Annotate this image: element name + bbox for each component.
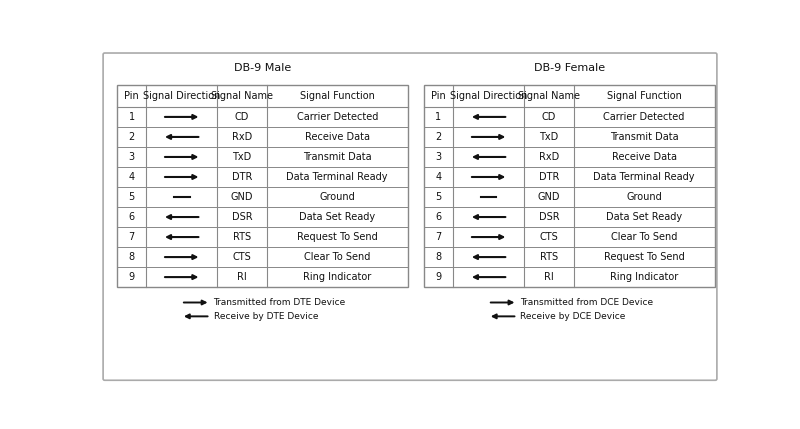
Text: Signal Direction: Signal Direction — [450, 91, 527, 101]
Text: Data Set Ready: Data Set Ready — [299, 212, 375, 222]
Text: 6: 6 — [435, 212, 442, 222]
Text: CD: CD — [542, 112, 556, 122]
Text: RxD: RxD — [538, 152, 559, 162]
Text: Ring Indicator: Ring Indicator — [303, 272, 371, 282]
Text: 3: 3 — [129, 152, 134, 162]
Text: Signal Direction: Signal Direction — [143, 91, 221, 101]
Text: DSR: DSR — [232, 212, 252, 222]
Text: RI: RI — [237, 272, 247, 282]
Text: 5: 5 — [129, 192, 134, 202]
Bar — [117, 85, 408, 287]
Text: Receive Data: Receive Data — [305, 132, 370, 142]
Text: Request To Send: Request To Send — [604, 252, 685, 262]
Text: RTS: RTS — [540, 252, 558, 262]
Text: DB-9 Male: DB-9 Male — [234, 63, 291, 73]
Text: TxD: TxD — [232, 152, 252, 162]
Text: Carrier Detected: Carrier Detected — [297, 112, 378, 122]
Text: RxD: RxD — [232, 132, 252, 142]
Text: Receive by DTE Device: Receive by DTE Device — [214, 312, 318, 321]
Text: Ring Indicator: Ring Indicator — [610, 272, 678, 282]
Text: Ground: Ground — [319, 192, 355, 202]
Text: Pin: Pin — [124, 91, 139, 101]
Text: 2: 2 — [435, 132, 442, 142]
Text: 1: 1 — [129, 112, 134, 122]
Text: Pin: Pin — [431, 91, 446, 101]
Text: 5: 5 — [435, 192, 442, 202]
FancyBboxPatch shape — [103, 53, 717, 380]
Text: GND: GND — [230, 192, 254, 202]
Text: CTS: CTS — [539, 232, 558, 242]
Text: Data Set Ready: Data Set Ready — [606, 212, 682, 222]
Text: Receive Data: Receive Data — [611, 152, 677, 162]
Text: DTR: DTR — [538, 172, 559, 182]
Text: GND: GND — [538, 192, 560, 202]
Text: 1: 1 — [435, 112, 442, 122]
Text: Data Terminal Ready: Data Terminal Ready — [594, 172, 695, 182]
Text: CD: CD — [235, 112, 250, 122]
Text: Clear To Send: Clear To Send — [611, 232, 678, 242]
Text: DTR: DTR — [232, 172, 252, 182]
Text: 7: 7 — [129, 232, 134, 242]
Text: Transmitted from DCE Device: Transmitted from DCE Device — [521, 298, 654, 307]
Text: RTS: RTS — [233, 232, 251, 242]
Text: Data Terminal Ready: Data Terminal Ready — [286, 172, 388, 182]
Text: Signal Function: Signal Function — [606, 91, 682, 101]
Bar — [424, 85, 714, 287]
Text: Receive by DCE Device: Receive by DCE Device — [521, 312, 626, 321]
Text: Request To Send: Request To Send — [297, 232, 378, 242]
Text: 8: 8 — [129, 252, 134, 262]
Text: CTS: CTS — [233, 252, 251, 262]
Text: Ground: Ground — [626, 192, 662, 202]
Text: Transmit Data: Transmit Data — [610, 132, 678, 142]
Text: Clear To Send: Clear To Send — [304, 252, 370, 262]
Text: Signal Name: Signal Name — [518, 91, 580, 101]
Text: RI: RI — [544, 272, 554, 282]
Text: 9: 9 — [129, 272, 134, 282]
Text: 4: 4 — [129, 172, 134, 182]
Text: DB-9 Female: DB-9 Female — [534, 63, 605, 73]
Text: 3: 3 — [435, 152, 442, 162]
Text: 9: 9 — [435, 272, 442, 282]
Text: DSR: DSR — [538, 212, 559, 222]
Text: TxD: TxD — [539, 132, 558, 142]
Text: 8: 8 — [435, 252, 442, 262]
Text: Carrier Detected: Carrier Detected — [603, 112, 685, 122]
Text: Transmitted from DTE Device: Transmitted from DTE Device — [214, 298, 346, 307]
Text: 6: 6 — [129, 212, 134, 222]
Text: 4: 4 — [435, 172, 442, 182]
Text: Transmit Data: Transmit Data — [303, 152, 371, 162]
Text: Signal Name: Signal Name — [211, 91, 273, 101]
Text: 7: 7 — [435, 232, 442, 242]
Text: 2: 2 — [129, 132, 134, 142]
Text: Signal Function: Signal Function — [300, 91, 374, 101]
